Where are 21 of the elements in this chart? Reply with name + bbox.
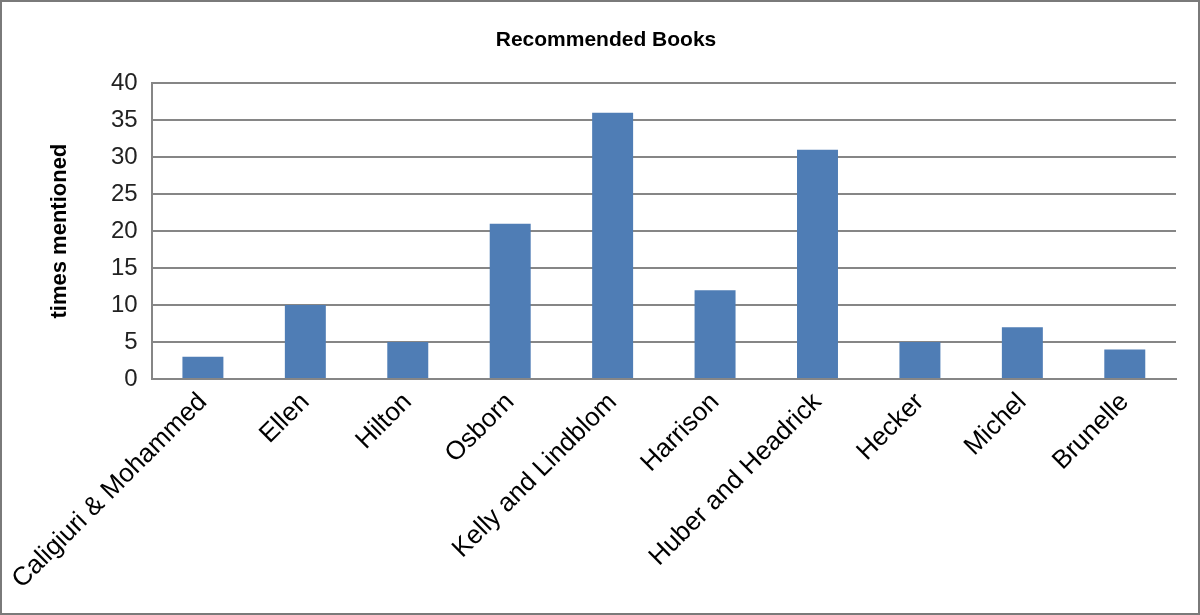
y-axis-title: times mentioned [45,143,71,319]
bar [592,112,634,378]
y-tick-label: 0 [124,363,138,391]
y-tick-label: 15 [110,252,138,280]
bar [284,305,326,378]
y-tick-label: 10 [110,289,138,317]
y-tick-label: 40 [110,67,138,95]
bar [797,149,838,378]
y-tick-label: 35 [110,104,138,132]
bar [899,342,941,378]
chart-title: Recommended Books [495,27,717,51]
bar [182,356,224,378]
bar [1104,349,1146,378]
bar [387,342,429,378]
bar [694,290,736,378]
y-tick-label: 5 [124,326,138,354]
bar [489,223,531,378]
bar [1001,327,1043,378]
y-tick-label: 25 [110,178,138,206]
y-tick-label: 20 [110,215,138,243]
y-tick-label: 30 [110,141,138,169]
